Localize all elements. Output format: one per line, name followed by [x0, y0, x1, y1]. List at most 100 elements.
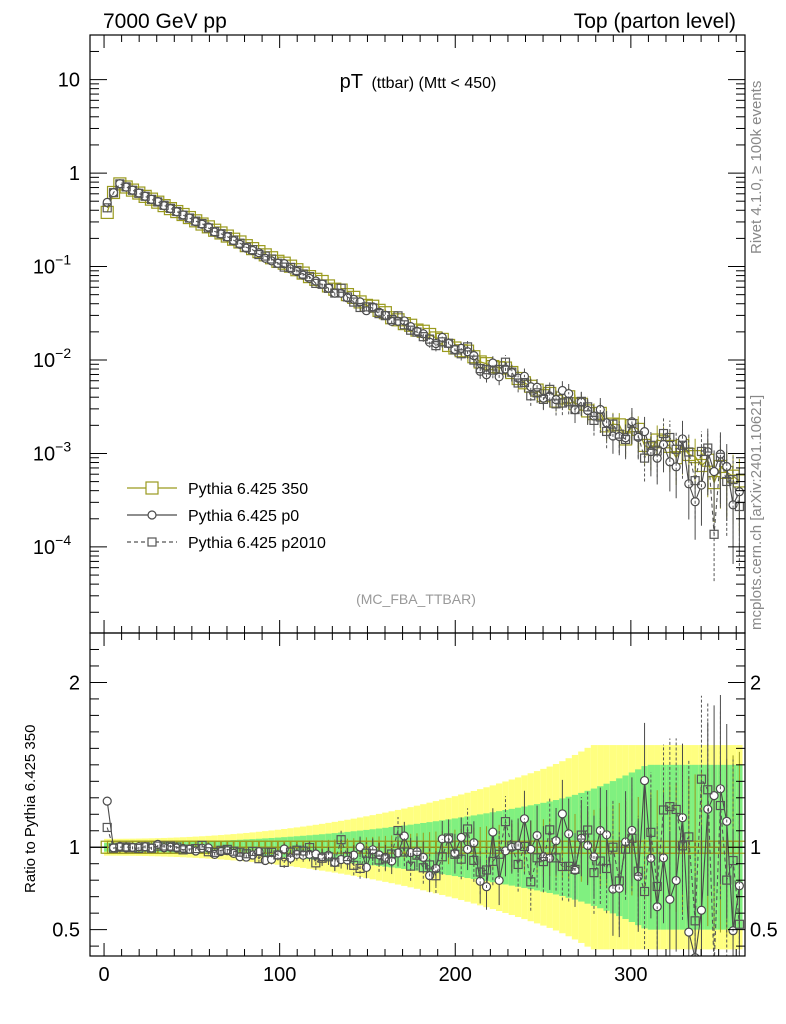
data-point — [614, 429, 624, 439]
data-point — [102, 203, 112, 213]
data-point — [602, 426, 612, 437]
data-point — [102, 822, 112, 833]
data-point — [595, 412, 605, 422]
data-point — [254, 854, 264, 864]
data-point — [646, 440, 656, 450]
data-point — [431, 871, 441, 881]
data-point — [336, 283, 346, 293]
data-point — [108, 188, 119, 198]
data-point — [475, 867, 485, 877]
data-point — [191, 216, 201, 226]
legend-entry: Pythia 6.425 p0 — [127, 508, 299, 525]
data-point — [349, 297, 359, 307]
data-point — [608, 419, 618, 429]
data-point — [165, 203, 176, 213]
data-point — [734, 919, 744, 929]
data-point — [570, 404, 580, 415]
data-point — [583, 402, 593, 412]
series-2 — [102, 179, 744, 582]
mcplots-label: mcplots.cern.ch [arXiv:2401.10621] — [748, 395, 765, 630]
data-point — [456, 349, 466, 359]
data-point — [665, 432, 675, 443]
data-point — [620, 844, 631, 854]
data-point — [248, 245, 258, 255]
y-tick-label: 10−2 — [33, 345, 71, 372]
data-point — [191, 843, 201, 854]
y-tick-exponent: −4 — [55, 532, 71, 548]
data-point — [633, 866, 643, 876]
data-point — [576, 830, 586, 840]
data-point — [159, 841, 169, 851]
data-point — [646, 827, 656, 837]
data-point — [443, 833, 454, 843]
data-point — [121, 182, 131, 192]
ratio-y-tick-label: 2 — [69, 672, 80, 694]
data-point — [722, 476, 732, 487]
data-point — [330, 857, 340, 867]
data-point — [304, 842, 315, 853]
data-point — [146, 843, 157, 853]
data-point — [323, 283, 334, 293]
data-point — [260, 251, 270, 261]
series-2 — [102, 695, 744, 956]
data-point — [684, 447, 694, 457]
ratio-panel: 2 2 1 1 0.5 0.5 Ratio to Pythia 6.425 350 — [22, 35, 778, 957]
data-point — [500, 817, 511, 827]
data-point — [715, 800, 726, 811]
data-point — [134, 188, 144, 198]
data-point — [639, 453, 650, 463]
data-point — [614, 876, 624, 886]
data-point — [165, 841, 176, 851]
data-point — [570, 864, 580, 874]
series-0 — [100, 177, 745, 534]
y-tick-base: 10 — [33, 443, 55, 465]
plot-title: pT (ttbar) (Mtt < 450) — [340, 71, 497, 93]
data-point — [671, 804, 681, 815]
y-tick-base: 1 — [69, 163, 80, 185]
data-point — [210, 847, 220, 857]
x-axis-tick-labels: 0 100 200 300 — [98, 964, 647, 986]
data-point — [336, 835, 346, 845]
data-point — [507, 841, 517, 851]
data-point — [481, 365, 492, 375]
y-tick-exponent: −2 — [55, 345, 71, 361]
data-point — [323, 852, 334, 862]
data-point — [412, 850, 422, 860]
data-point — [203, 847, 213, 857]
data-point — [658, 805, 669, 815]
data-point — [241, 242, 251, 252]
data-point — [140, 191, 150, 201]
data-point — [526, 877, 536, 887]
legend-label: Pythia 6.425 p2010 — [188, 535, 326, 552]
data-point — [633, 431, 643, 441]
data-point — [608, 842, 618, 852]
ratio-axis-ticks: 2 2 1 1 0.5 0.5 — [52, 35, 778, 956]
data-point — [292, 845, 302, 855]
x-tick-label: 0 — [98, 964, 109, 986]
data-point — [494, 364, 504, 375]
data-point — [564, 861, 574, 871]
data-point — [317, 853, 327, 863]
ratio-y-tick-label: 0.5 — [52, 920, 80, 942]
data-point — [665, 894, 675, 904]
data-point — [184, 844, 194, 854]
x-tick-label: 300 — [614, 964, 647, 986]
data-point — [330, 288, 340, 298]
data-point — [406, 861, 416, 871]
data-point — [481, 865, 492, 875]
data-point — [140, 842, 150, 852]
data-point — [703, 785, 713, 795]
data-point — [462, 342, 473, 352]
data-point — [690, 916, 700, 926]
data-point — [361, 302, 371, 312]
data-point — [285, 847, 296, 857]
y-tick-base: 10 — [33, 350, 55, 372]
data-point — [298, 269, 308, 279]
data-point — [595, 856, 605, 866]
legend-entry: Pythia 6.425 350 — [127, 481, 308, 498]
data-point — [222, 844, 232, 854]
data-point — [684, 832, 694, 842]
data-point — [715, 452, 726, 462]
data-point — [519, 377, 530, 388]
data-point — [557, 861, 567, 872]
